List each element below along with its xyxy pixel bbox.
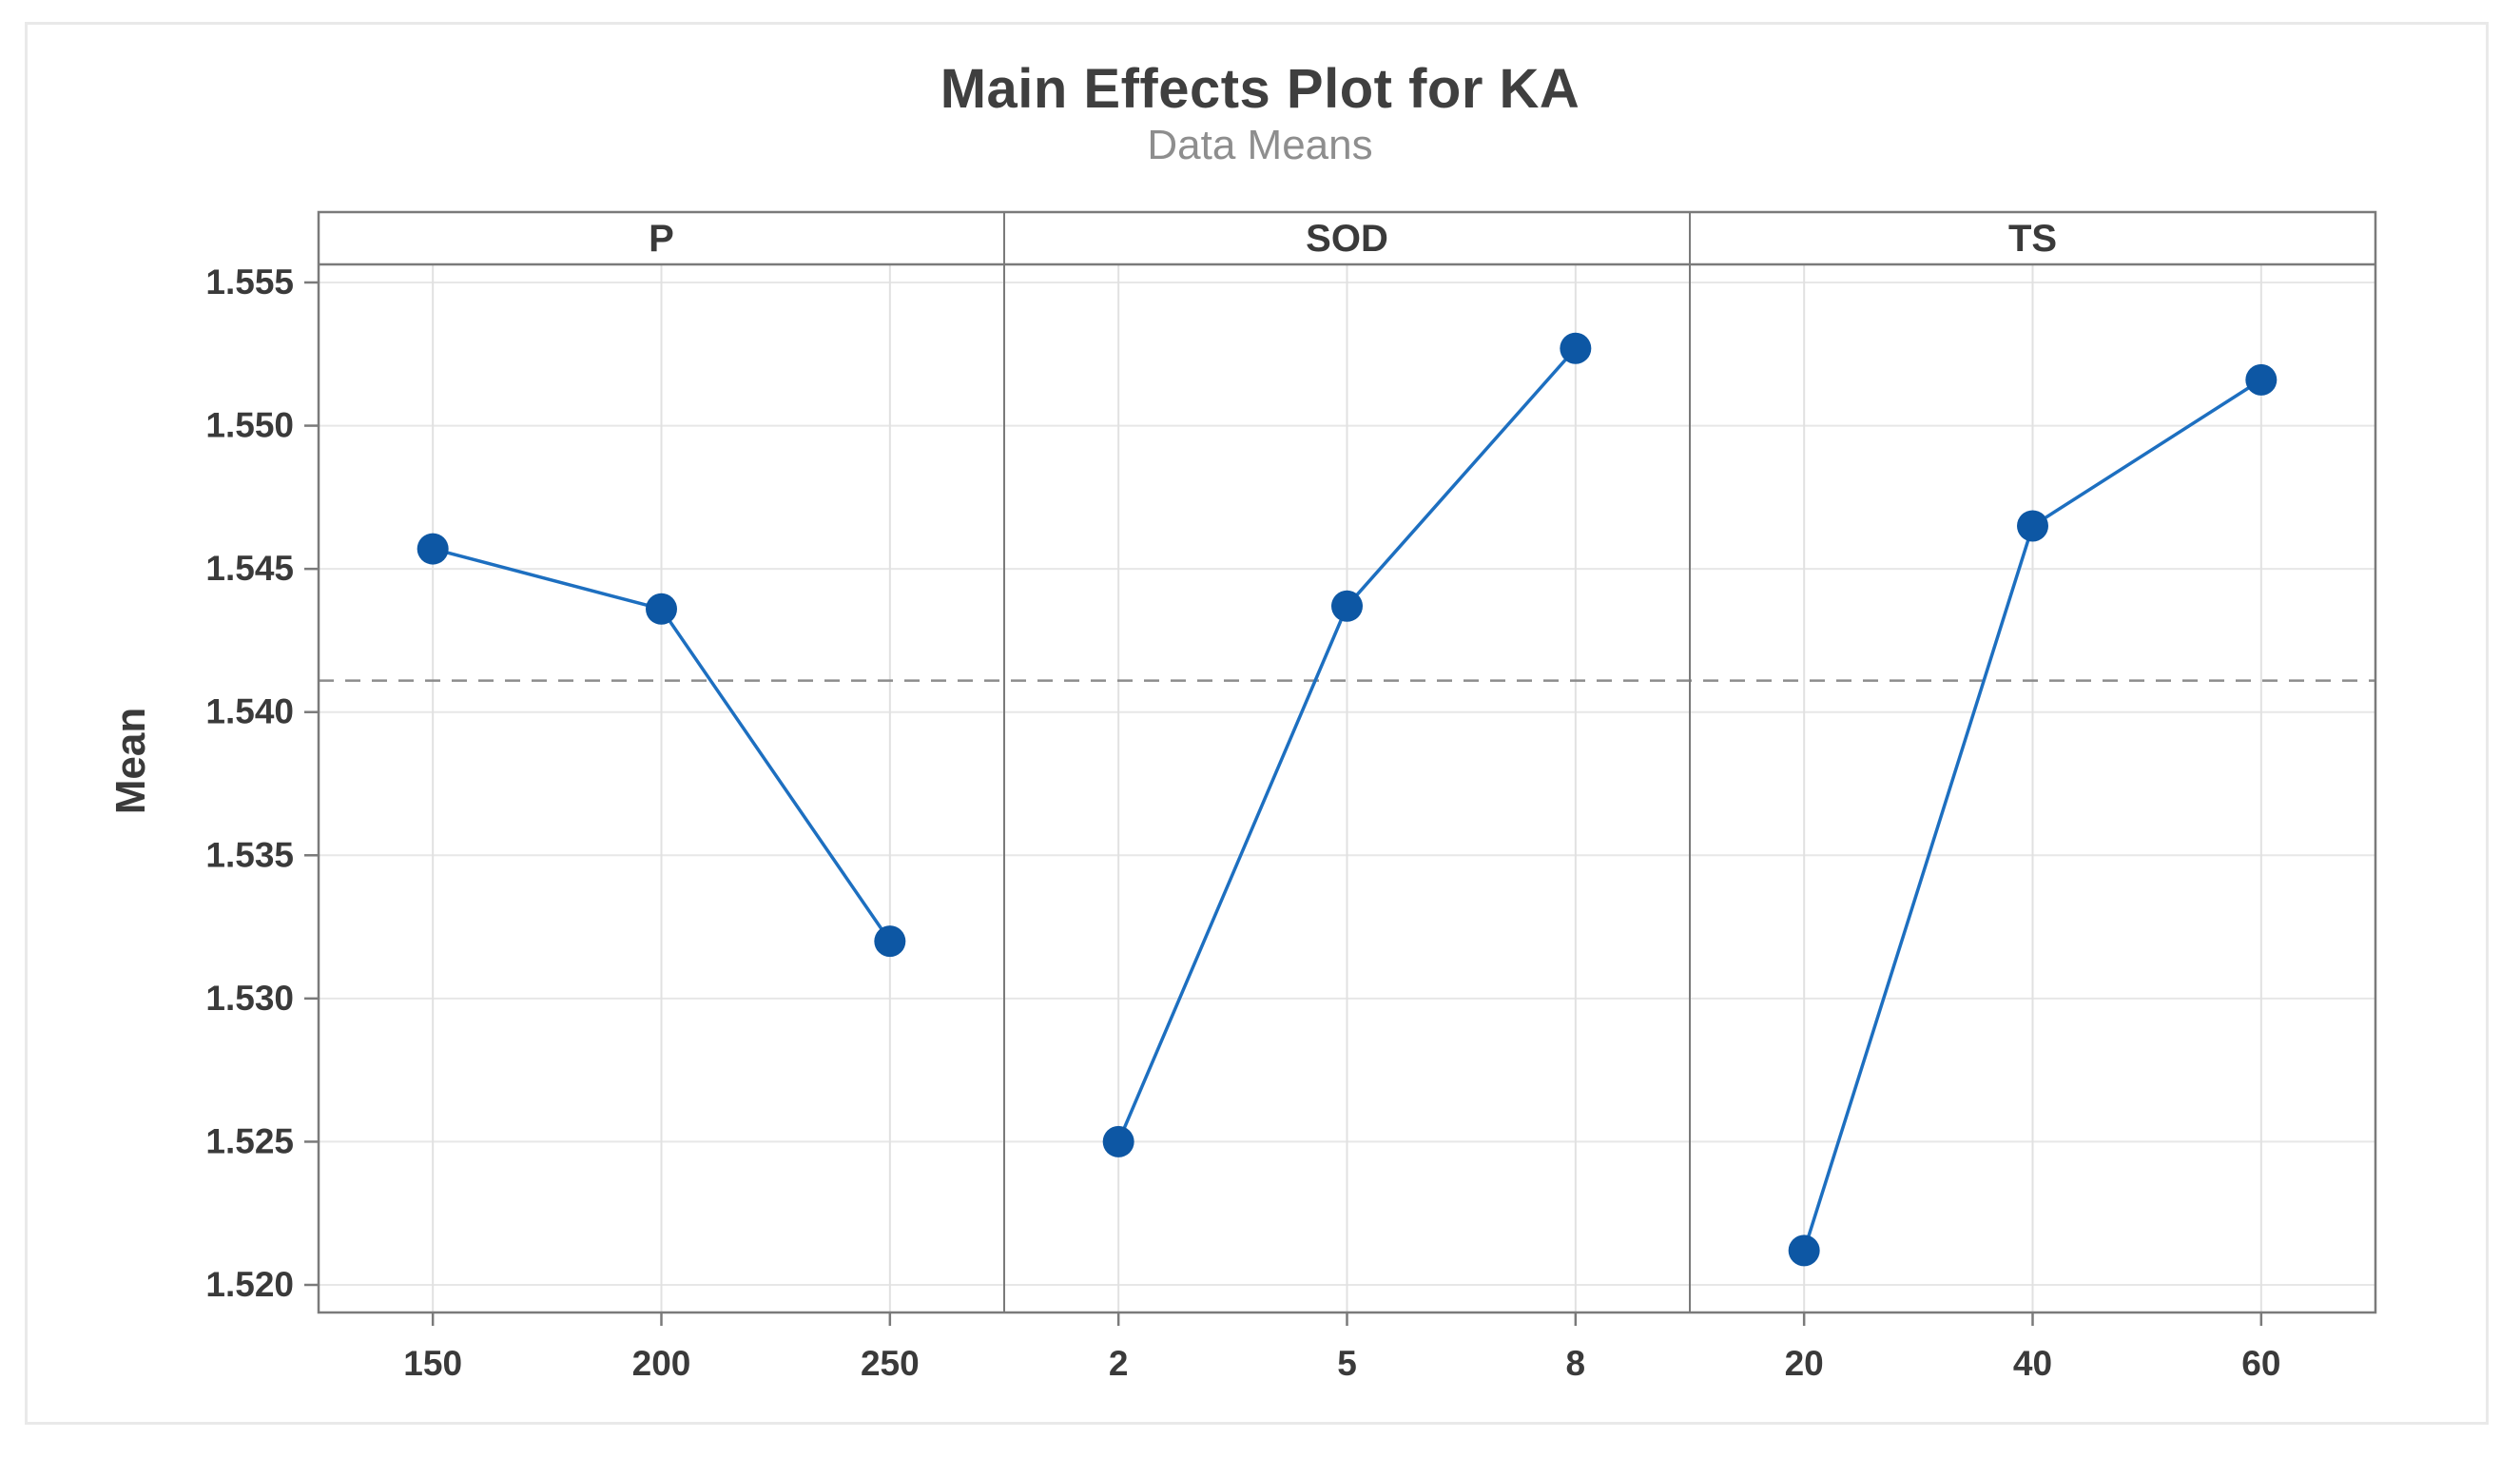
y-axis-title: Mean xyxy=(107,708,154,814)
x-tick-label: 5 xyxy=(1337,1344,1357,1383)
y-tick-label: 1.535 xyxy=(205,835,294,874)
x-tick-label: 200 xyxy=(632,1344,691,1383)
data-point xyxy=(1331,590,1363,622)
y-tick-label: 1.540 xyxy=(205,692,294,731)
chart-subtitle: Data Means xyxy=(1147,122,1373,168)
panel-header-label: P xyxy=(649,218,674,260)
y-tick-label: 1.525 xyxy=(205,1121,294,1160)
data-point xyxy=(417,533,449,565)
data-point xyxy=(2017,510,2048,542)
data-point xyxy=(1788,1234,1820,1267)
chart-title: Main Effects Plot for KA xyxy=(940,58,1580,120)
x-tick-label: 60 xyxy=(2241,1344,2280,1383)
panel-header-label: SOD xyxy=(1306,218,1388,260)
x-tick-label: 250 xyxy=(861,1344,920,1383)
data-point xyxy=(2245,363,2278,396)
data-point xyxy=(1560,332,1592,364)
x-tick-label: 2 xyxy=(1109,1344,1129,1383)
y-tick-label: 1.550 xyxy=(205,406,294,445)
data-point xyxy=(646,593,677,625)
x-tick-label: 150 xyxy=(403,1344,462,1383)
x-tick-label: 8 xyxy=(1566,1344,1586,1383)
x-tick-label: 20 xyxy=(1785,1344,1824,1383)
figure-border xyxy=(25,22,2489,1425)
x-tick-label: 40 xyxy=(2013,1344,2052,1383)
data-point xyxy=(874,925,906,958)
y-tick-label: 1.555 xyxy=(205,262,294,301)
panel-header-label: TS xyxy=(2008,218,2057,260)
y-tick-label: 1.530 xyxy=(205,979,294,1018)
y-tick-label: 1.520 xyxy=(205,1265,294,1304)
data-point xyxy=(1102,1125,1134,1157)
y-tick-label: 1.545 xyxy=(205,549,294,588)
